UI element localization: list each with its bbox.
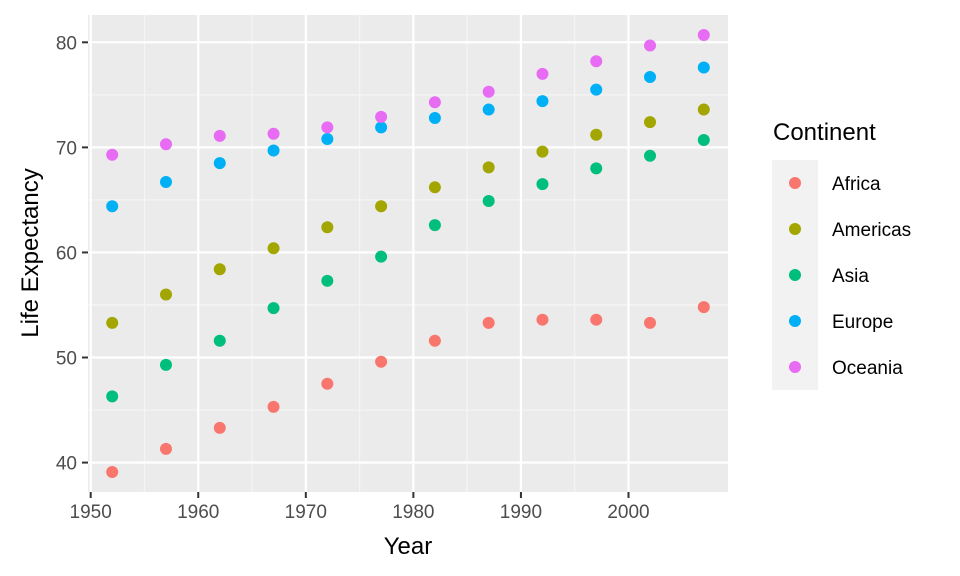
point-europe <box>267 144 280 157</box>
legend: Continent Africa Americas Asia Europe Oceani… <box>772 119 911 390</box>
point-americas <box>267 242 280 255</box>
point-oceania <box>482 85 495 98</box>
point-africa <box>267 400 280 413</box>
point-oceania <box>590 55 603 68</box>
point-europe <box>482 103 495 116</box>
legend-key-africa <box>789 177 801 189</box>
point-asia <box>590 162 603 175</box>
point-europe <box>321 132 334 145</box>
point-oceania <box>106 148 119 161</box>
point-africa <box>106 466 119 479</box>
point-africa <box>644 316 657 329</box>
data-points <box>106 28 710 479</box>
point-americas <box>213 263 226 276</box>
point-europe <box>159 176 172 189</box>
point-africa <box>697 301 710 314</box>
point-europe <box>590 83 603 96</box>
x-tick-label: 1960 <box>177 502 219 523</box>
x-axis-ticks: 1950 1960 1970 1980 1990 2000 <box>70 492 650 523</box>
x-tick-label: 1990 <box>500 502 542 523</box>
legend-label-americas: Americas <box>832 220 911 241</box>
y-tick-label: 80 <box>56 33 77 54</box>
point-americas <box>428 181 441 194</box>
point-asia <box>697 134 710 147</box>
legend-label-europe: Europe <box>832 312 893 333</box>
point-americas <box>321 221 334 234</box>
point-europe <box>375 121 388 134</box>
point-oceania <box>159 138 172 151</box>
point-asia <box>321 274 334 287</box>
y-axis-ticks: 40 50 60 70 80 <box>56 33 88 475</box>
point-oceania <box>697 28 710 41</box>
point-africa <box>375 355 388 368</box>
legend-label-oceania: Oceania <box>832 358 903 379</box>
legend-key-asia <box>789 269 801 281</box>
legend-title: Continent <box>773 119 876 146</box>
legend-key-oceania <box>789 361 801 373</box>
point-asia <box>428 219 441 232</box>
point-europe <box>428 111 441 124</box>
point-oceania <box>375 110 388 123</box>
x-tick-label: 1980 <box>392 502 434 523</box>
point-africa <box>482 316 495 329</box>
point-europe <box>106 200 119 213</box>
point-asia <box>375 250 388 263</box>
x-tick-label: 1950 <box>70 502 112 523</box>
point-oceania <box>267 127 280 140</box>
point-americas <box>697 103 710 116</box>
point-asia <box>267 302 280 315</box>
point-oceania <box>428 96 441 109</box>
legend-label-africa: Africa <box>832 174 881 195</box>
y-tick-label: 60 <box>56 243 77 264</box>
y-axis-title: Life Expectancy <box>17 168 44 337</box>
point-americas <box>106 316 119 329</box>
point-oceania <box>536 67 549 80</box>
legend-key-americas <box>789 223 801 235</box>
point-europe <box>697 61 710 74</box>
y-tick-label: 40 <box>56 454 77 475</box>
legend-keys: Africa Americas Asia Europe Oceania <box>772 160 911 390</box>
x-axis-title: Year <box>384 533 433 560</box>
point-asia <box>536 178 549 191</box>
point-oceania <box>213 129 226 142</box>
point-africa <box>428 334 441 347</box>
y-tick-label: 70 <box>56 138 77 159</box>
point-europe <box>213 157 226 170</box>
point-americas <box>159 288 172 301</box>
point-africa <box>536 313 549 326</box>
legend-key-europe <box>789 315 801 327</box>
point-africa <box>213 421 226 434</box>
point-americas <box>536 145 549 158</box>
point-africa <box>159 442 172 455</box>
point-oceania <box>321 121 334 134</box>
point-asia <box>106 390 119 403</box>
point-asia <box>213 334 226 347</box>
point-africa <box>590 313 603 326</box>
point-oceania <box>644 39 657 52</box>
point-asia <box>159 358 172 371</box>
y-tick-label: 50 <box>56 349 77 370</box>
point-americas <box>482 161 495 174</box>
x-tick-label: 1970 <box>285 502 327 523</box>
x-tick-label: 2000 <box>607 502 649 523</box>
point-europe <box>536 95 549 108</box>
point-europe <box>644 70 657 83</box>
point-asia <box>482 194 495 207</box>
point-americas <box>375 200 388 213</box>
point-asia <box>644 149 657 162</box>
legend-label-asia: Asia <box>832 266 869 287</box>
point-africa <box>321 377 334 390</box>
point-americas <box>644 116 657 129</box>
point-americas <box>590 128 603 141</box>
major-gridlines <box>88 15 728 492</box>
